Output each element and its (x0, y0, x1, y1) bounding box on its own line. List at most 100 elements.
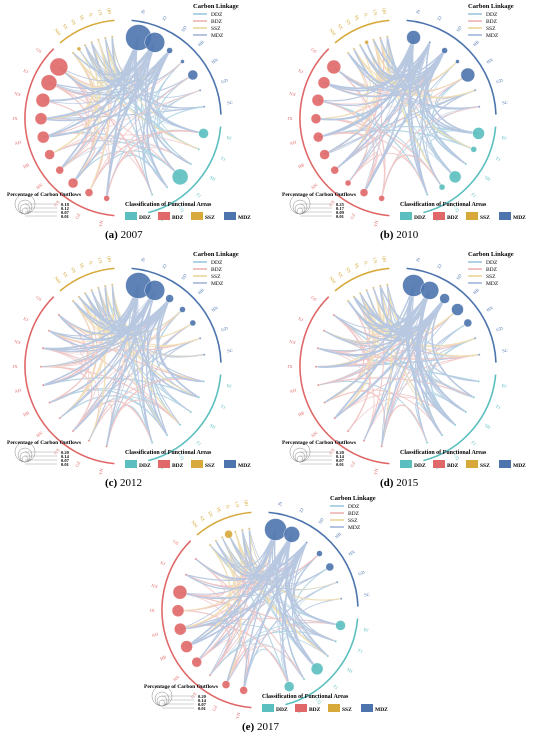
region-label: YN (373, 467, 379, 475)
node-bubble (317, 76, 331, 89)
node-bubble (150, 441, 154, 445)
sector-arc-mdz (131, 19, 222, 115)
outflow-value: 0.20 (198, 694, 207, 699)
link-line (98, 287, 156, 334)
node-bubble (71, 429, 75, 433)
node-bubble (455, 59, 460, 64)
region-label: NM (328, 276, 336, 285)
region-label: HN (486, 305, 495, 313)
node-bubble (314, 365, 318, 369)
region-label: NX (289, 91, 297, 97)
link-line (315, 36, 389, 120)
node-bubble (346, 51, 350, 55)
node-bubble (365, 288, 369, 292)
panel-b: JSZJSDHBHNGDSCBJTJSHFJCQHIYNGZGXHNHBAHJX… (282, 3, 526, 241)
area-swatch-ssz (328, 704, 340, 712)
node-bubble (364, 40, 369, 45)
node-bubble (346, 299, 350, 303)
outflow-legend: Percentage of Carbon Outflows0.200.140.0… (144, 684, 218, 711)
node-bubble (39, 365, 43, 369)
sector-arc-ssz (334, 19, 390, 44)
linkage-label-bdz: BDZ (486, 267, 498, 273)
region-label: GX (190, 691, 198, 700)
linkage-label-mdz: MDZ (486, 33, 499, 39)
region-label: GX (53, 199, 61, 208)
area-label-ddz: DDZ (414, 463, 426, 469)
node-bubble (323, 401, 327, 404)
panel-caption-label: (d) (380, 477, 394, 489)
region-label: HB (297, 410, 305, 417)
node-bubble (105, 444, 109, 448)
node-bubble (311, 94, 325, 107)
linkage-title: Carbon Linkage (193, 3, 239, 10)
area-swatch-ddz (400, 460, 412, 468)
area-label-ddz: DDZ (414, 215, 426, 221)
region-label: QH (243, 499, 249, 507)
outflow-circle (158, 699, 166, 707)
link-line (58, 298, 171, 335)
outflow-value: 0.14 (61, 454, 70, 459)
region-label: SC (502, 100, 508, 106)
region-label: NX (14, 91, 22, 97)
region-label: SD (455, 24, 463, 32)
region-label: SD (455, 272, 463, 280)
area-label-ssz: SSZ (480, 215, 490, 221)
node-bubble (371, 286, 375, 290)
region-label: NM (328, 28, 336, 37)
outflow-circle (21, 455, 29, 463)
region-label: XJ (22, 316, 29, 323)
node-bubble (378, 36, 382, 40)
region-label: NM (53, 276, 61, 285)
region-label: TJ (357, 648, 363, 654)
node-bubble (332, 313, 336, 317)
region-label: JS (415, 257, 421, 263)
node-bubble (325, 562, 335, 572)
node-bubble (239, 686, 248, 695)
region-label: JX (12, 116, 18, 121)
node-bubble (453, 423, 457, 427)
area-label-ddz: DDZ (139, 463, 151, 469)
area-swatch-bdz (158, 460, 170, 468)
region-label: HL (79, 262, 86, 270)
region-label: QH (106, 255, 112, 263)
linkage-label-mdz: MDZ (211, 33, 224, 39)
link-line (425, 42, 479, 135)
link-line (43, 37, 139, 138)
link-line (40, 366, 93, 432)
region-label: GZ (349, 460, 356, 468)
outflow-value: 0.07 (61, 458, 70, 463)
panel-caption-label: (a) (105, 229, 118, 241)
node-bubble (110, 35, 114, 39)
panel-caption-year: 2015 (393, 477, 418, 489)
outflow-circle (296, 455, 304, 463)
node-bubble (198, 336, 202, 340)
area-title: Classification of Functional Areas (400, 450, 487, 456)
link-line (58, 50, 171, 97)
area-swatch-bdz (295, 704, 307, 712)
region-label: GZ (74, 212, 81, 220)
linkage-label-bdz: BDZ (211, 19, 223, 25)
outflow-legend: Percentage of Carbon Outflows0.200.140.0… (7, 440, 81, 467)
node-bubble (180, 640, 193, 653)
region-label: SN (70, 266, 77, 274)
node-bubble (333, 416, 337, 420)
sector-arc-bdz (161, 540, 252, 709)
region-label: NM (190, 520, 198, 529)
region-label: GD (358, 569, 367, 576)
node-bubble (84, 188, 94, 197)
area-label-mdz: MDZ (513, 463, 526, 469)
node-bubble (385, 283, 389, 287)
region-label: AH (289, 139, 297, 146)
node-bubble (477, 380, 480, 383)
region-label: GS (35, 295, 43, 303)
region-label: AH (289, 387, 297, 394)
linkage-label-ssz: SSZ (211, 26, 221, 32)
link-line (347, 42, 431, 91)
region-label: YN (373, 219, 379, 227)
region-label: JS (140, 257, 146, 263)
linkage-title: Carbon Linkage (468, 251, 514, 258)
area-swatch-mdz (224, 212, 236, 220)
outflow-value: 0.18 (61, 202, 70, 207)
region-label: AH (14, 139, 22, 146)
